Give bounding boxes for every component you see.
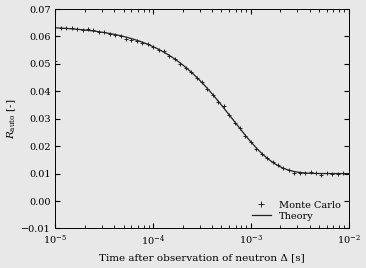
Monte Carlo [346,171,351,174]
Monte Carlo [341,172,345,175]
Monte Carlo [113,33,117,36]
X-axis label: Time after observation of neutron Δ [s]: Time after observation of neutron Δ [s] [99,254,305,262]
Theory [341,172,345,175]
Theory [53,26,57,29]
Theory [309,172,313,175]
Y-axis label: $R_{\mathrm{auto}}$ [-]: $R_{\mathrm{auto}}$ [-] [5,98,18,139]
Theory [87,29,91,32]
Theory [165,53,170,56]
Theory [178,62,183,65]
Line: Theory: Theory [55,28,348,174]
Theory [104,31,108,35]
Monte Carlo [319,173,324,177]
Legend: Monte Carlo, Theory: Monte Carlo, Theory [249,198,344,224]
Theory [346,172,351,175]
Monte Carlo [167,54,172,57]
Monte Carlo [129,38,134,42]
Monte Carlo [70,26,74,29]
Monte Carlo [53,59,57,63]
Line: Monte Carlo: Monte Carlo [53,25,351,177]
Monte Carlo [325,172,329,175]
Monte Carlo [91,29,96,32]
